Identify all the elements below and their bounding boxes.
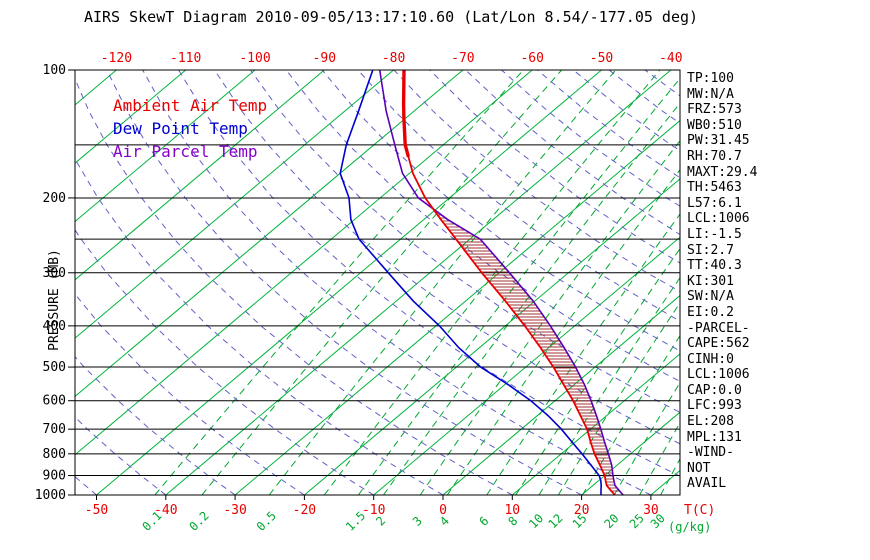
mixing-ratio-label: 3 xyxy=(410,514,425,529)
pressure-axis-label: 900 xyxy=(43,469,66,484)
stats-line-23: MPL:131 xyxy=(687,429,742,445)
stats-line-2: FRZ:573 xyxy=(687,102,742,118)
stats-line-9: LCL:1006 xyxy=(687,211,750,227)
top-axis-label: -90 xyxy=(313,51,336,66)
mixing-ratio-label: 6 xyxy=(476,514,491,529)
isotherm-lines xyxy=(75,70,680,495)
pressure-axis-label: 400 xyxy=(43,319,66,334)
pressure-axis-label: 200 xyxy=(43,191,66,206)
temp-axis-label: 10 xyxy=(504,503,520,518)
stats-line-24: -WIND- xyxy=(687,445,734,461)
stats-line-8: L57:6.1 xyxy=(687,195,742,211)
stats-line-18: CINH:0 xyxy=(687,351,734,367)
stats-line-1: MW:N/A xyxy=(687,86,734,102)
top-axis-label: -100 xyxy=(239,51,270,66)
stats-line-25: NOT xyxy=(687,460,711,476)
stats-line-13: KI:301 xyxy=(687,273,734,289)
sounding-curves xyxy=(339,70,624,495)
top-axis-label: -70 xyxy=(451,51,474,66)
pressure-axis-label: 800 xyxy=(43,447,66,462)
pressure-axis-label: 500 xyxy=(43,360,66,375)
temp-axis-label: -20 xyxy=(293,503,316,518)
temp-axis-label: -40 xyxy=(154,503,177,518)
stats-line-22: EL:208 xyxy=(687,414,734,430)
stats-line-11: SI:2.7 xyxy=(687,242,734,258)
mixing-ratio-label: 20 xyxy=(601,511,621,531)
ambient-temp-curve xyxy=(402,70,616,495)
stats-line-19: LCL:1006 xyxy=(687,367,750,383)
stats-line-3: WB0:510 xyxy=(687,117,742,133)
top-axis-label: -40 xyxy=(659,51,682,66)
top-axis-label: -110 xyxy=(170,51,201,66)
temp-axis-label: -50 xyxy=(85,503,108,518)
pressure-axis-title: PRESSURE (MB) xyxy=(47,249,62,351)
stats-line-4: PW:31.45 xyxy=(687,133,750,149)
stats-line-5: RH:70.7 xyxy=(687,148,742,164)
stats-line-21: LFC:993 xyxy=(687,398,742,414)
temp-axis-label: 20 xyxy=(574,503,590,518)
plot-border xyxy=(74,69,681,496)
temp-axis-label: 0 xyxy=(439,503,447,518)
stats-line-12: TT:40.3 xyxy=(687,258,742,274)
stats-line-15: EI:0.2 xyxy=(687,304,734,320)
top-axis-label: -60 xyxy=(520,51,543,66)
pressure-axis-label: 100 xyxy=(43,63,66,78)
stats-line-0: TP:100 xyxy=(687,71,734,86)
stats-line-17: CAPE:562 xyxy=(687,336,750,352)
pressure-axis-label: 300 xyxy=(43,266,66,281)
stats-line-20: CAP:0.0 xyxy=(687,382,742,398)
temp-unit-label: T(C) xyxy=(684,503,715,518)
mixing-ratio-label: 10 xyxy=(526,511,546,531)
pressure-axis-label: 1000 xyxy=(35,488,66,503)
stats-line-10: LI:-1.5 xyxy=(687,226,742,242)
stats-line-14: SW:N/A xyxy=(687,289,734,305)
temp-axis-label: -10 xyxy=(362,503,385,518)
stats-line-6: MAXT:29.4 xyxy=(687,164,758,180)
pressure-axis-label: 600 xyxy=(43,394,66,409)
legend-air-parcel-temp: Air Parcel Temp xyxy=(113,142,258,161)
legend-ambient-air-temp: Ambient Air Temp xyxy=(113,96,268,115)
top-axis-label: -120 xyxy=(101,51,132,66)
dew-point-curve xyxy=(339,70,603,495)
legend-dew-point-temp: Dew Point Temp xyxy=(113,119,248,138)
pressure-axis-label: 700 xyxy=(43,422,66,437)
stats-line-26: AVAIL xyxy=(687,476,727,492)
mixing-ratio-label: 0.2 xyxy=(186,509,211,534)
cape-hatch-region xyxy=(435,211,620,492)
mixing-ratio-label: 0.5 xyxy=(254,509,279,534)
mixing-unit-label: (g/kg) xyxy=(668,520,711,534)
chart-title: AIRS SkewT Diagram 2010-09-05/13:17:10.6… xyxy=(83,8,699,26)
air-parcel-curve xyxy=(378,70,624,495)
temp-axis-label: 30 xyxy=(643,503,659,518)
stats-panel: TP:100 MW:N/A FRZ:573 WB0:510 PW:31.45 RH:70.… xyxy=(687,71,757,492)
stats-line-7: TH:5463 xyxy=(687,180,742,196)
top-axis-label: -50 xyxy=(590,51,613,66)
temp-axis-label: -30 xyxy=(223,503,246,518)
ambient-temp-curve-upper xyxy=(401,70,411,158)
stats-line-16: -PARCEL- xyxy=(687,320,750,336)
legend: Ambient Air Temp Dew Point Temp Air Parc… xyxy=(113,94,267,163)
top-axis-label: -80 xyxy=(382,51,405,66)
mixing-ratio-label: 12 xyxy=(545,511,565,531)
